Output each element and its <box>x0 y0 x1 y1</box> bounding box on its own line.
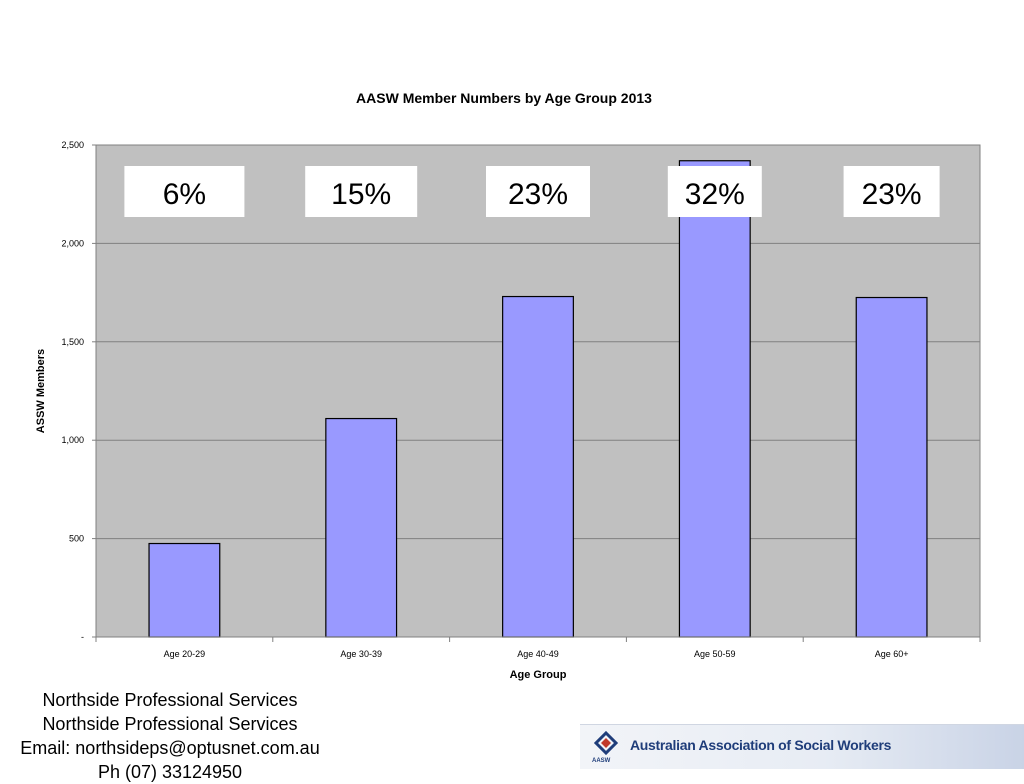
bar-chart: AASW Member Numbers by Age Group 2013 - 5… <box>35 90 981 681</box>
x-tick-label: Age 60+ <box>875 649 909 659</box>
percent-label-box <box>486 166 590 217</box>
x-tick-label: Age 20-29 <box>164 649 206 659</box>
logo-text: Australian Association of Social Workers <box>630 737 892 753</box>
y-tick-label: 2,500 <box>61 140 84 150</box>
footer-line-2: Northside Professional Services <box>42 714 298 734</box>
y-axis-ticks: - 500 1,000 1,500 2,000 2,500 <box>61 140 96 642</box>
footer-email: Email: northsideps@optusnet.com.au <box>20 738 320 758</box>
y-tick-label: 2,000 <box>61 238 84 248</box>
percent-label: 15% <box>331 178 391 211</box>
footer-phone: Ph (07) 33124950 <box>97 762 243 782</box>
percent-label: 32% <box>685 178 745 211</box>
bar <box>502 295 574 638</box>
aasw-logo-icon <box>594 731 618 756</box>
percent-label: 23% <box>508 178 568 211</box>
percent-label: 6% <box>163 178 206 211</box>
x-axis-ticks: Age 20-29 Age 30-39 Age 40-49 Age 50-59 Age … <box>95 637 981 659</box>
x-axis-label: Age Group <box>510 669 567 681</box>
x-tick-label: Age 30-39 <box>340 649 382 659</box>
y-tick-label: 1,000 <box>61 435 84 445</box>
percent-label: 23% <box>862 178 922 211</box>
y-tick-label: - <box>81 632 84 642</box>
x-tick-label: Age 40-49 <box>517 649 559 659</box>
footer-line-1: Northside Professional Services <box>42 690 298 710</box>
bar <box>855 296 928 638</box>
y-tick-label: 500 <box>69 534 84 544</box>
chart-title: AASW Member Numbers by Age Group 2013 <box>356 90 652 106</box>
bar <box>325 417 398 638</box>
y-tick-label: 1,500 <box>61 337 84 347</box>
aasw-logo-banner: AASW Australian Association of Social Wo… <box>580 724 1024 769</box>
percent-label-box <box>305 166 418 217</box>
x-tick-label: Age 50-59 <box>694 649 736 659</box>
percent-labels: 6% 15% 23% 32% 23% <box>124 166 940 217</box>
logo-mini-text: AASW <box>592 758 611 764</box>
percent-label-box <box>667 166 762 217</box>
bar <box>678 160 751 638</box>
bar <box>148 542 221 638</box>
percent-label-box <box>843 166 940 217</box>
y-axis-label: ASSW Members <box>35 349 47 433</box>
percent-label-box <box>124 166 245 217</box>
